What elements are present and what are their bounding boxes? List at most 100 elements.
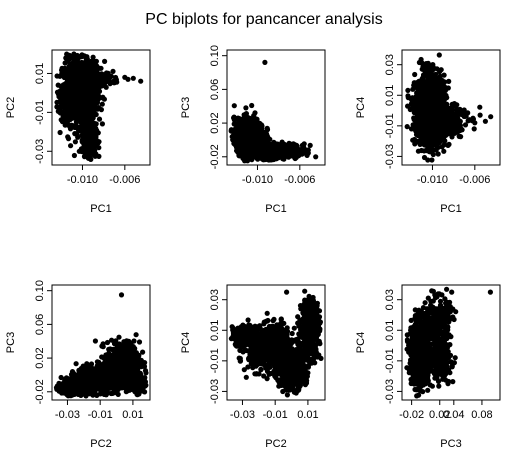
data-point xyxy=(262,142,268,148)
data-point xyxy=(87,144,93,150)
y-tick-label: -0.01 xyxy=(34,100,46,125)
data-point xyxy=(107,74,113,80)
data-point xyxy=(237,116,243,122)
data-point xyxy=(249,102,255,109)
data-point xyxy=(96,153,102,159)
data-point xyxy=(82,133,88,139)
data-point xyxy=(94,138,100,144)
data-point xyxy=(279,139,285,145)
data-point xyxy=(64,75,70,81)
data-point xyxy=(88,109,94,115)
data-point xyxy=(245,133,251,139)
data-point xyxy=(67,109,73,115)
data-point xyxy=(78,97,84,103)
data-point xyxy=(254,136,260,142)
data-point xyxy=(83,57,89,63)
data-point xyxy=(412,71,418,78)
data-point xyxy=(74,52,80,59)
data-point xyxy=(69,115,75,121)
data-point xyxy=(72,131,78,137)
data-point xyxy=(68,143,74,149)
data-point xyxy=(99,101,105,107)
data-point xyxy=(72,68,78,74)
y-tick-label: 0.06 xyxy=(209,79,221,100)
data-point xyxy=(405,95,411,101)
data-point xyxy=(59,65,65,71)
data-point xyxy=(87,87,93,94)
data-point xyxy=(257,154,264,160)
scatter-points xyxy=(54,51,144,162)
outlier-point xyxy=(111,80,117,86)
data-point xyxy=(75,134,81,140)
y-axis-label: PC2 xyxy=(5,97,17,118)
data-point xyxy=(231,140,237,147)
data-point xyxy=(92,69,98,75)
data-point xyxy=(102,58,108,64)
data-point xyxy=(63,84,70,90)
data-point xyxy=(74,100,80,106)
data-point xyxy=(110,68,116,74)
scatter-points xyxy=(404,52,494,163)
data-point xyxy=(81,149,87,155)
data-point xyxy=(54,99,60,105)
data-point xyxy=(64,51,70,57)
data-point xyxy=(69,122,75,128)
data-point xyxy=(59,109,65,115)
data-point xyxy=(80,77,86,83)
data-point xyxy=(58,117,64,123)
data-point xyxy=(65,136,72,142)
outlier-point xyxy=(313,154,319,160)
x-tick-label: -0.010 xyxy=(67,174,98,186)
data-point xyxy=(66,104,72,110)
y-axis-label: PC3 xyxy=(180,97,192,118)
y-tick-label: 0.10 xyxy=(209,45,221,66)
data-point xyxy=(83,98,90,104)
x-tick-label: -0.006 xyxy=(284,174,315,186)
data-point xyxy=(74,92,80,98)
data-point xyxy=(268,147,274,153)
data-point xyxy=(89,115,95,121)
data-point xyxy=(99,121,105,127)
data-point xyxy=(233,126,239,132)
data-point xyxy=(87,68,93,74)
outlier-point xyxy=(262,59,268,65)
data-point xyxy=(242,121,248,127)
data-point xyxy=(74,79,80,85)
data-point xyxy=(255,149,261,155)
data-point xyxy=(57,129,63,136)
data-point xyxy=(264,125,270,131)
data-point xyxy=(73,112,79,118)
x-tick-label: -0.006 xyxy=(109,174,140,186)
data-point xyxy=(54,73,60,79)
outlier-point xyxy=(125,76,131,82)
data-point xyxy=(88,133,94,139)
data-point xyxy=(263,151,269,157)
y-tick-label: -0.02 xyxy=(209,144,221,169)
data-point xyxy=(243,111,249,117)
data-point xyxy=(93,111,99,118)
data-point xyxy=(243,144,249,150)
data-point xyxy=(280,146,286,152)
data-point xyxy=(419,60,425,66)
data-point xyxy=(81,121,87,127)
data-point xyxy=(56,104,62,110)
outlier-point xyxy=(130,75,136,81)
data-point xyxy=(307,142,313,148)
x-tick-label: -0.010 xyxy=(242,174,273,186)
data-point xyxy=(301,144,307,150)
outlier-point xyxy=(138,78,144,84)
data-point xyxy=(71,152,77,159)
data-point xyxy=(55,82,61,88)
data-point xyxy=(263,131,270,137)
data-point xyxy=(96,116,103,122)
data-point xyxy=(76,108,83,114)
data-point xyxy=(88,156,94,162)
data-point xyxy=(82,126,88,132)
data-point xyxy=(252,127,258,133)
data-point xyxy=(101,96,107,102)
data-point xyxy=(66,67,72,73)
